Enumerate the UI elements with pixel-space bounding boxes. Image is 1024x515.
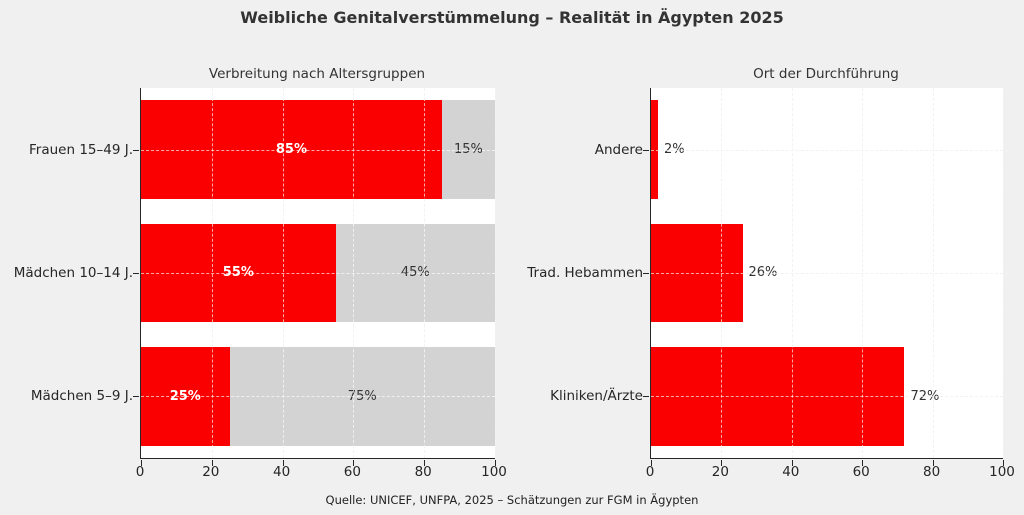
x-tick-label: 60 (343, 464, 361, 480)
bar-remainder: 75% (229, 346, 495, 446)
bar-value-label: 85% (275, 142, 307, 158)
left-chart-title: Verbreitung nach Altersgruppen (208, 66, 426, 82)
left-x-axis: 0 20 40 60 80 100 (136, 464, 507, 484)
bar-track: 72% (651, 346, 1003, 446)
x-tick-label: 100 (989, 464, 1015, 480)
x-tick-label: 0 (645, 464, 655, 480)
bar-remainder-label: 15% (453, 142, 483, 158)
left-plot-area: 85% 15% 55% 45% 25% (133, 88, 496, 466)
bar-track: 2% (651, 100, 1003, 199)
y-tick-mark (643, 396, 649, 398)
figure-title: Weibliche Genitalverstümmelung – Realitä… (240, 8, 784, 27)
bar-affected: 55% (141, 223, 336, 323)
bar-remainder-label: 45% (400, 265, 430, 281)
y-label: Andere (594, 142, 643, 158)
x-tick-label: 80 (923, 464, 941, 480)
x-tick-mark (862, 460, 864, 466)
bar-remainder-label: 75% (347, 388, 377, 404)
gridline-vertical (1003, 88, 1004, 458)
bar-track: 55% 45% (141, 223, 495, 323)
right-plot-area: 2% 26% 72% (643, 88, 1004, 466)
bar-value-label: 26% (748, 265, 778, 281)
x-tick-mark (651, 460, 652, 466)
bar-value (651, 346, 905, 446)
bar-track: 25% 75% (141, 346, 495, 446)
right-chart-title: Ort der Durchführung (753, 66, 899, 82)
x-tick-mark (424, 460, 426, 466)
gridline-vertical (495, 88, 496, 458)
x-tick-mark (791, 460, 793, 466)
y-tick-mark (643, 273, 649, 274)
x-tick-label: 40 (782, 464, 800, 480)
bar-remainder: 15% (441, 100, 495, 199)
x-tick-label: 100 (481, 464, 507, 480)
y-tick-mark (133, 396, 139, 398)
bar-row: 55% 45% (141, 211, 495, 334)
y-label: Kliniken/Ärzte (550, 388, 643, 404)
bar-value (651, 223, 743, 323)
x-tick-label: 20 (202, 464, 220, 480)
y-tick-mark (133, 273, 139, 274)
bar-value (651, 100, 659, 199)
bar-row: 72% (651, 335, 1003, 458)
bar-track: 85% 15% (141, 100, 495, 199)
bar-value-label: 55% (222, 265, 254, 281)
source-note: Quelle: UNICEF, UNFPA, 2025 – Schätzunge… (325, 493, 699, 507)
y-label: Mädchen 10–14 J. (13, 265, 133, 281)
y-tick-mark (643, 149, 649, 151)
bar-value-label: 25% (169, 388, 201, 404)
x-tick-mark (721, 460, 723, 466)
x-tick-mark (495, 460, 496, 466)
x-tick-mark (211, 460, 213, 466)
bar-value-label: 2% (664, 142, 685, 158)
bar-row: 26% (651, 211, 1003, 334)
x-tick-label: 60 (852, 464, 870, 480)
x-tick-mark (282, 460, 284, 466)
bar-value-label: 72% (910, 388, 940, 404)
x-tick-mark (353, 460, 355, 466)
y-tick-mark (133, 149, 139, 151)
x-tick-mark (141, 460, 142, 466)
bar-track: 26% (651, 223, 1003, 323)
x-tick-mark (932, 460, 934, 466)
bar-row: 25% 75% (141, 335, 495, 458)
x-tick-label: 80 (414, 464, 432, 480)
right-x-axis: 0 20 40 60 80 100 (646, 464, 1015, 484)
bar-row: 85% 15% (141, 88, 495, 211)
bar-affected: 85% (141, 100, 442, 199)
y-label: Frauen 15–49 J. (29, 142, 133, 158)
y-label: Mädchen 5–9 J. (30, 388, 133, 404)
bar-affected: 25% (141, 346, 230, 446)
x-tick-label: 40 (273, 464, 291, 480)
bar-row: 2% (651, 88, 1003, 211)
bar-remainder: 45% (335, 223, 495, 323)
y-label: Trad. Hebammen (527, 265, 643, 281)
x-tick-label: 0 (135, 464, 145, 480)
x-tick-label: 20 (711, 464, 729, 480)
x-tick-mark (1003, 460, 1004, 466)
